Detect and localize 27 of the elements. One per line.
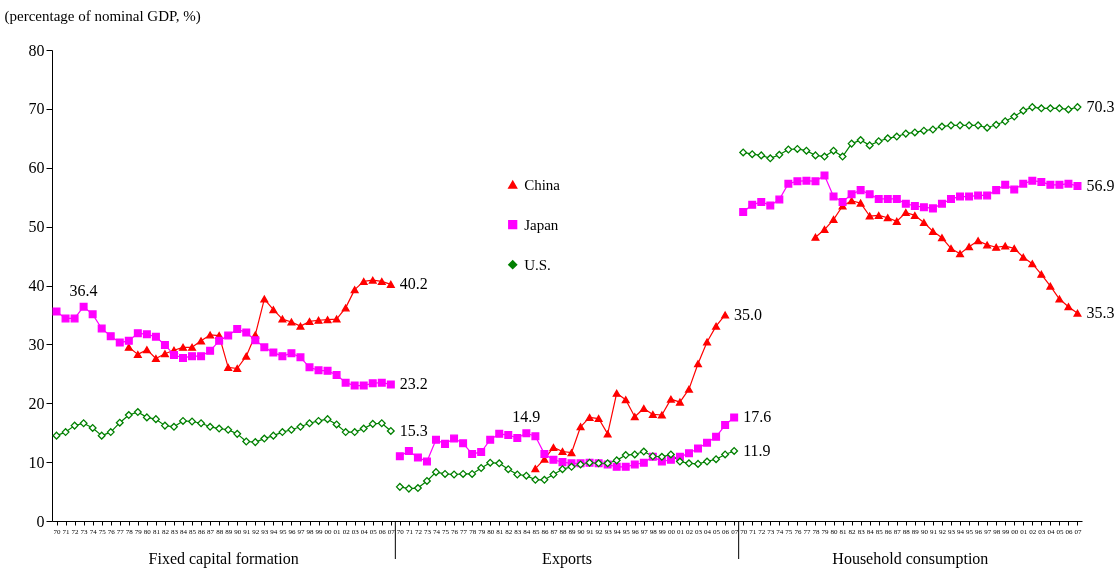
legend-label: Japan <box>524 216 559 233</box>
text: Exports <box>542 550 592 568</box>
y-tick-label: 30 <box>28 335 45 353</box>
data-label: 11.9 <box>743 441 771 459</box>
y-tick-label: 50 <box>28 218 45 236</box>
text: Fixed capital formation <box>148 550 299 568</box>
data-label: 40.2 <box>399 275 428 293</box>
data-label: 35.0 <box>734 305 763 323</box>
y-tick-label: 40 <box>28 277 45 294</box>
y-tick-label: 60 <box>28 159 45 177</box>
data-label: 15.3 <box>399 421 428 439</box>
data-label: 36.4 <box>69 281 98 299</box>
data-label: 70.3 <box>1086 98 1115 116</box>
y-tick-label: 0 <box>36 512 45 530</box>
data-label: 35.3 <box>1086 304 1115 322</box>
text: Household consumption <box>832 550 989 568</box>
data-label: 23.2 <box>399 375 428 393</box>
y-axis-title: (percentage of nominal GDP, %) <box>4 7 201 25</box>
legend-label: China <box>524 176 561 193</box>
y-tick-label: 10 <box>28 453 45 471</box>
y-tick-label: 20 <box>28 394 45 412</box>
data-label: 14.9 <box>512 408 541 426</box>
data-label: 56.9 <box>1086 177 1115 194</box>
y-tick-label: 80 <box>28 41 45 59</box>
legend-label: U.S. <box>524 256 551 273</box>
data-label: 17.6 <box>743 408 772 426</box>
y-tick-label: 70 <box>28 100 45 118</box>
